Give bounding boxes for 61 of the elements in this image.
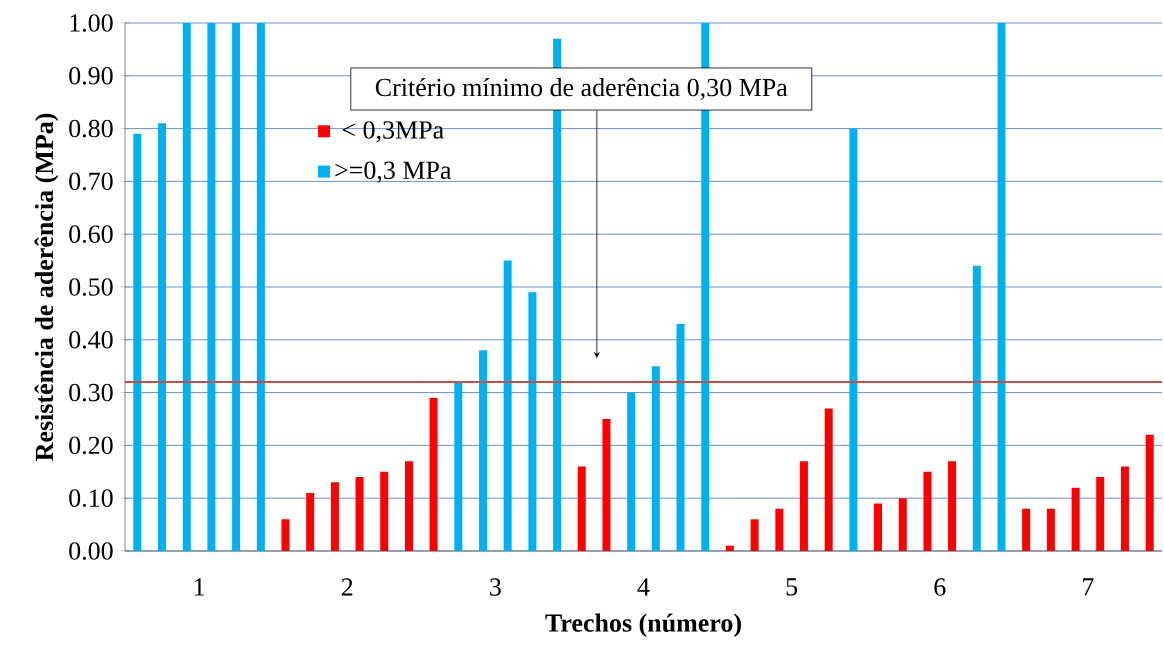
x-axis-title: Trechos (número) bbox=[545, 613, 741, 638]
bar bbox=[824, 408, 833, 551]
y-tick-label: 0.60 bbox=[69, 225, 113, 244]
y-axis-title: Resistência de aderência (MPa) bbox=[34, 113, 59, 461]
bar bbox=[577, 466, 586, 551]
bar bbox=[676, 323, 685, 551]
bar bbox=[232, 22, 241, 551]
legend-label: < 0,3MPa bbox=[342, 121, 444, 143]
y-tick-label: 0.80 bbox=[69, 119, 113, 138]
annotation: Critério mínimo de aderência 0,30 MPa bbox=[375, 77, 788, 101]
bar bbox=[133, 133, 142, 551]
x-tick-label: 3 bbox=[490, 578, 501, 596]
bar bbox=[182, 22, 191, 551]
bar bbox=[1096, 477, 1105, 551]
x-tick-label: 2 bbox=[341, 578, 353, 596]
bar bbox=[479, 350, 488, 551]
bar bbox=[849, 128, 858, 551]
y-tick-label: 0.50 bbox=[69, 278, 113, 296]
bar bbox=[454, 382, 463, 551]
bar bbox=[651, 366, 660, 551]
y-tick-label: 0.20 bbox=[69, 436, 113, 455]
x-tick-label: 6 bbox=[934, 578, 946, 596]
y-tick-label: 0.00 bbox=[69, 542, 113, 560]
bar bbox=[429, 397, 438, 551]
x-tick-label: 1 bbox=[194, 578, 205, 596]
bar bbox=[602, 418, 611, 551]
x-tick-label: 4 bbox=[637, 578, 650, 596]
bar bbox=[750, 519, 759, 551]
bar bbox=[1022, 508, 1031, 551]
y-tick-label: 0.90 bbox=[69, 66, 113, 85]
bar bbox=[404, 461, 413, 551]
bar bbox=[874, 503, 882, 551]
bar bbox=[799, 461, 808, 551]
bar bbox=[207, 22, 216, 551]
y-tick-label: 0.40 bbox=[69, 330, 113, 349]
legend-label: >=0,3 MPa bbox=[335, 161, 452, 183]
bar bbox=[330, 482, 339, 551]
bar bbox=[503, 260, 512, 551]
x-tick-label: 7 bbox=[1083, 578, 1094, 596]
bar bbox=[528, 292, 537, 551]
bar bbox=[256, 22, 265, 551]
y-tick-label: 0.10 bbox=[69, 489, 113, 508]
bar bbox=[355, 477, 364, 551]
bar bbox=[158, 123, 167, 551]
bar bbox=[972, 265, 981, 551]
bar bbox=[380, 471, 389, 551]
bar bbox=[1046, 508, 1055, 551]
y-tick-label: 0.30 bbox=[69, 383, 113, 402]
bar bbox=[1071, 487, 1080, 551]
bar bbox=[898, 498, 907, 551]
bar bbox=[948, 461, 957, 551]
bar bbox=[306, 492, 315, 551]
bar bbox=[1120, 466, 1129, 551]
y-tick-label: 0.70 bbox=[69, 172, 113, 191]
bar bbox=[923, 471, 932, 551]
x-tick-label: 5 bbox=[786, 578, 798, 596]
bar bbox=[775, 508, 784, 551]
bar bbox=[725, 545, 734, 551]
bar bbox=[1145, 434, 1154, 551]
bar bbox=[627, 392, 636, 551]
y-tick-label: 1.00 bbox=[70, 14, 113, 32]
